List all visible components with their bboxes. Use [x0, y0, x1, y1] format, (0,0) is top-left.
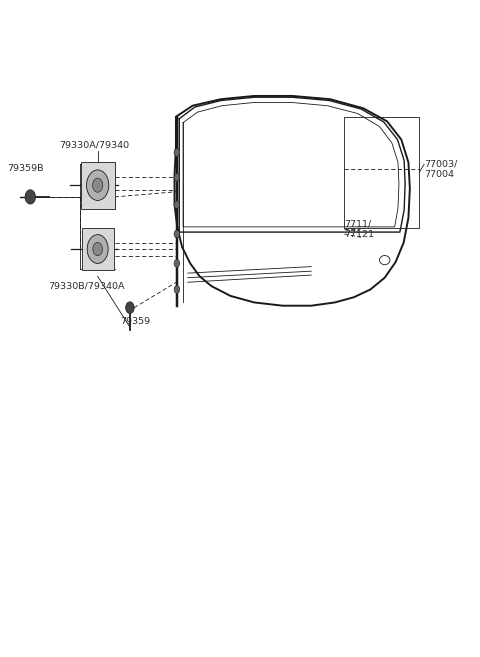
Circle shape	[174, 148, 180, 156]
Bar	[81, 162, 115, 209]
Circle shape	[93, 242, 103, 256]
Text: 7711/
77121: 7711/ 77121	[344, 220, 374, 239]
Circle shape	[25, 190, 36, 204]
Text: 79359: 79359	[120, 317, 151, 327]
Bar	[344, 117, 420, 227]
Text: 77003/
77004: 77003/ 77004	[424, 159, 457, 179]
Text: 79359B: 79359B	[8, 164, 44, 173]
Circle shape	[126, 302, 134, 313]
Circle shape	[93, 178, 103, 193]
Circle shape	[174, 173, 180, 181]
Bar	[82, 228, 114, 270]
Circle shape	[174, 286, 180, 293]
Text: 79330B/79340A: 79330B/79340A	[48, 282, 124, 290]
Text: 79330A/79340: 79330A/79340	[59, 141, 129, 149]
Circle shape	[87, 235, 108, 263]
Circle shape	[174, 201, 180, 209]
Circle shape	[86, 170, 109, 200]
Circle shape	[174, 260, 180, 267]
Circle shape	[174, 230, 180, 238]
